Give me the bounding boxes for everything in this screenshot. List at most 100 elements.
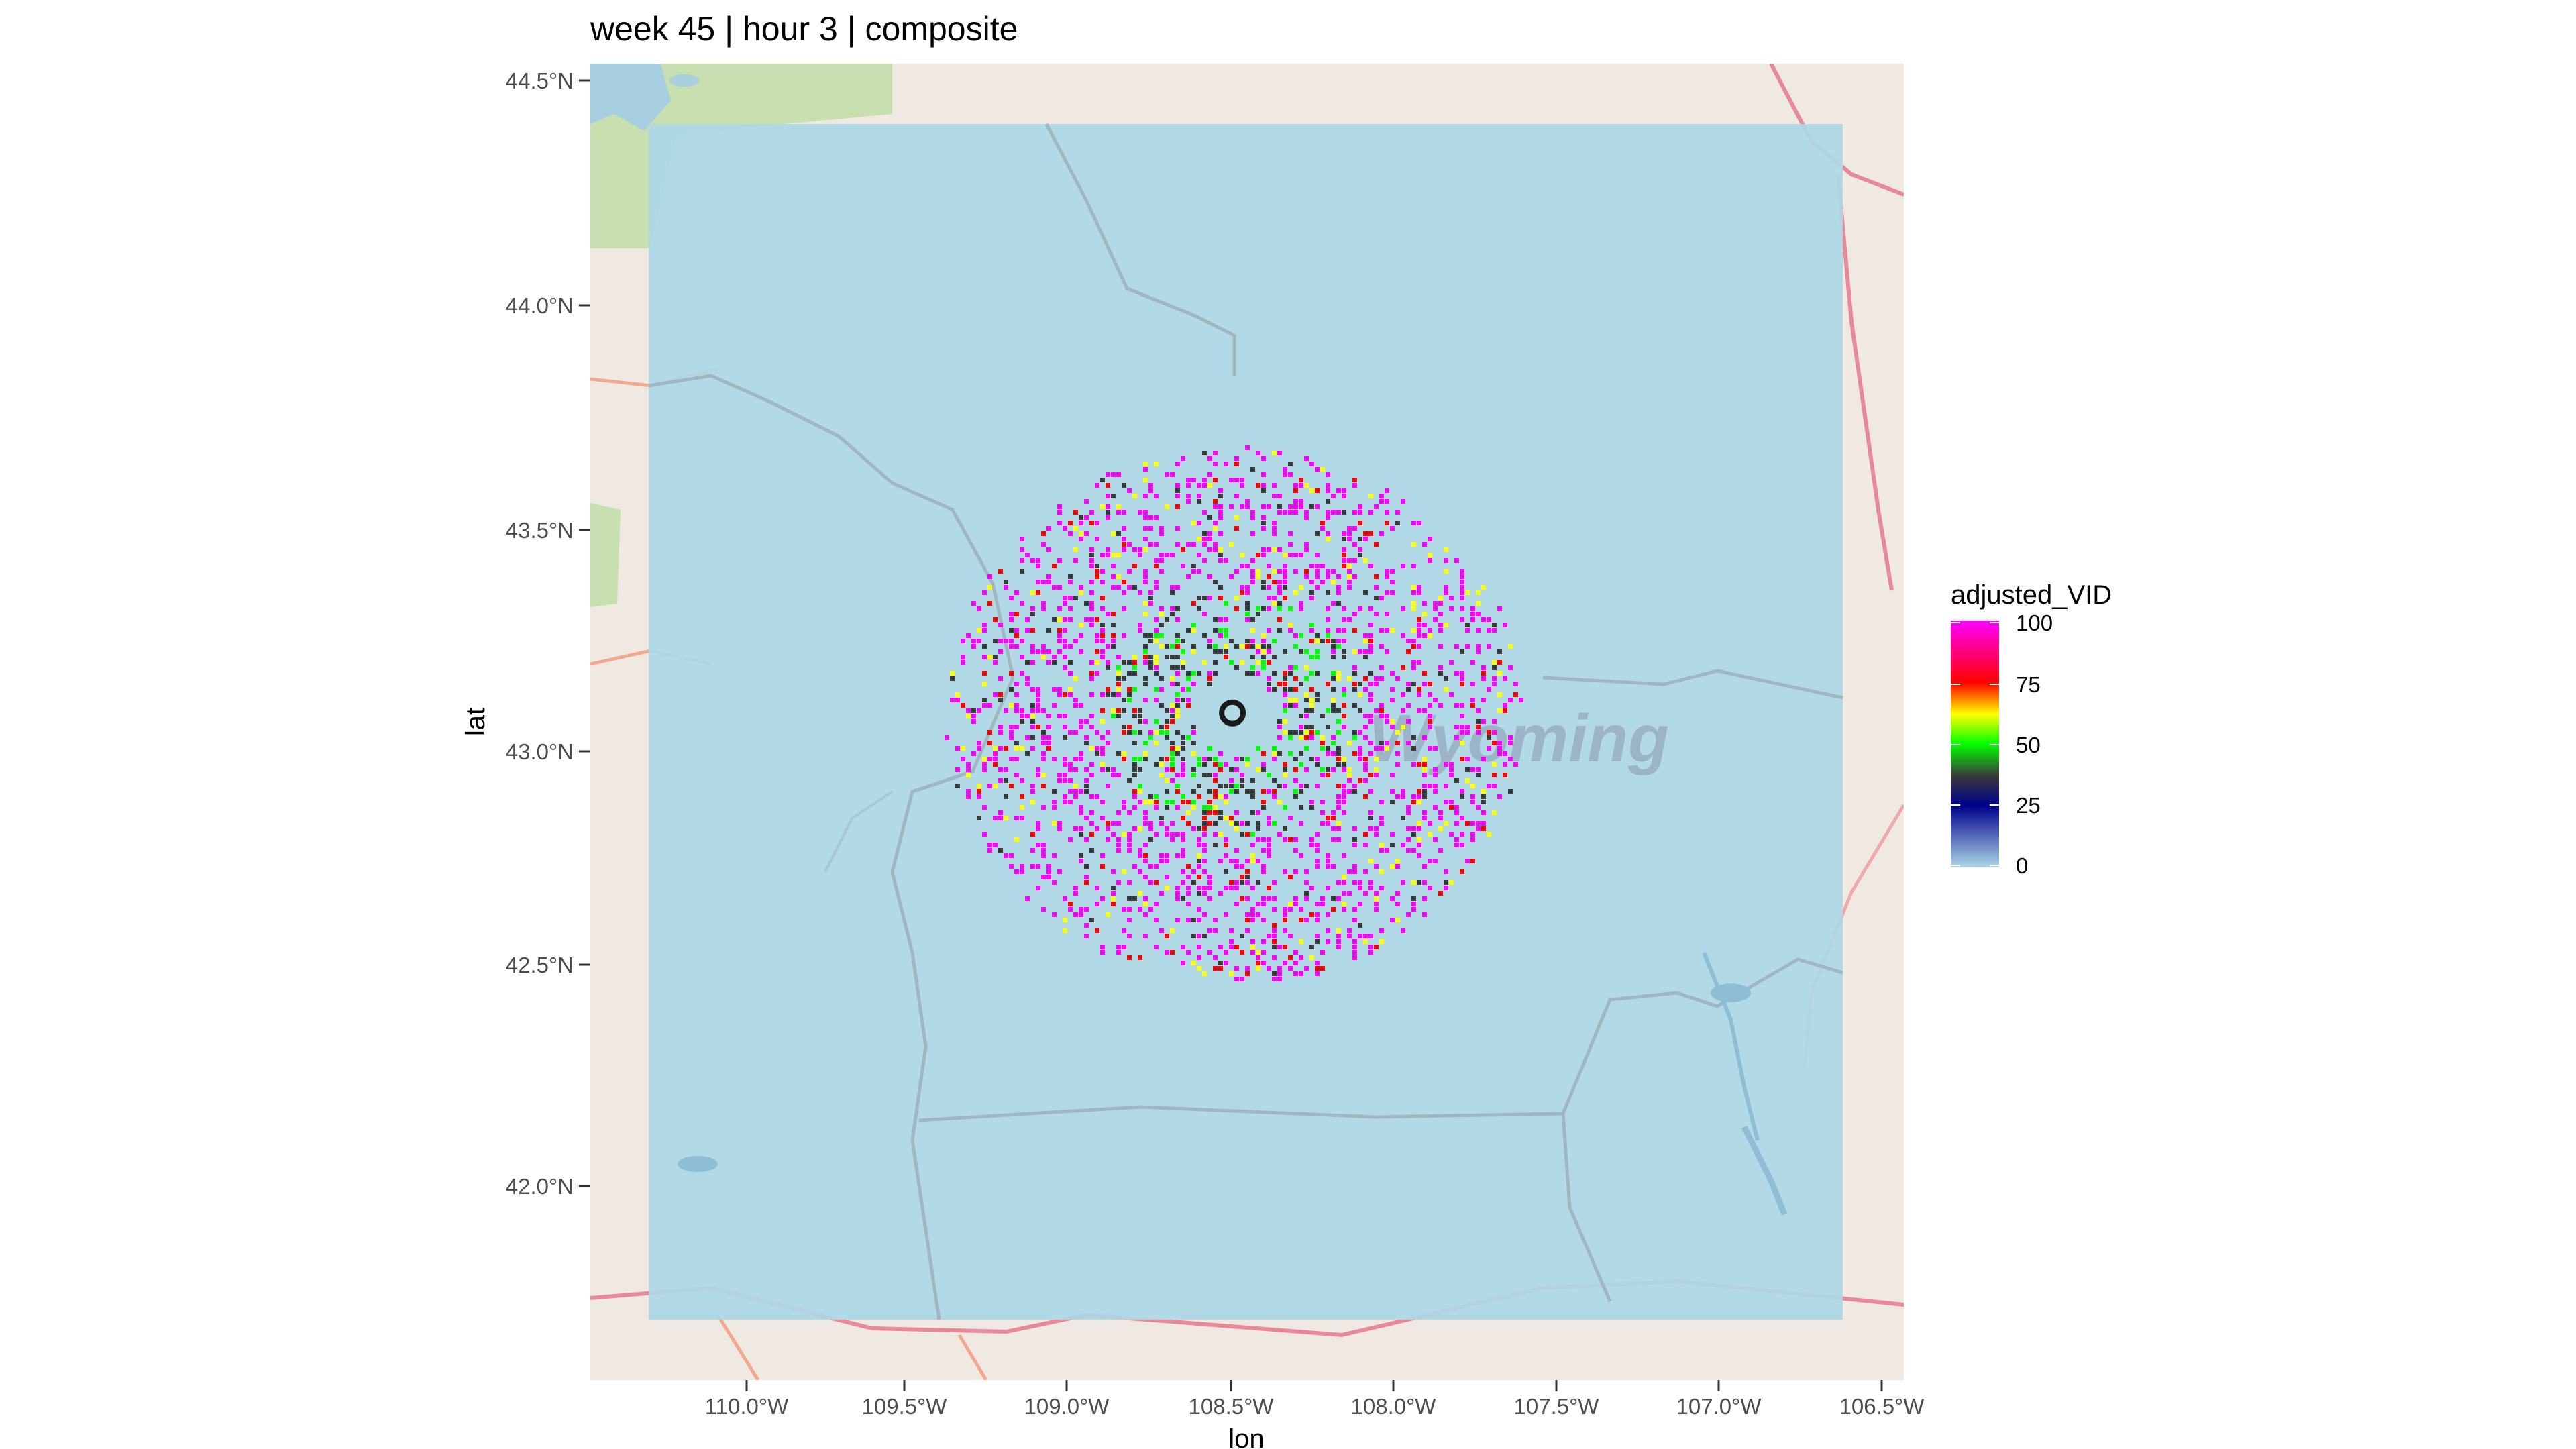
vid-pixel (1046, 628, 1051, 633)
vid-pixel (1191, 542, 1196, 547)
vid-pixel (1336, 585, 1341, 590)
vid-pixel (1218, 617, 1223, 622)
vid-pixel (1358, 649, 1362, 654)
vid-pixel (1234, 859, 1239, 863)
vid-pixel (1444, 569, 1448, 574)
vid-pixel (1181, 869, 1185, 874)
vid-pixel (1116, 510, 1121, 515)
vid-pixel (1449, 767, 1454, 772)
vid-pixel (1277, 945, 1282, 949)
vid-pixel (1197, 955, 1201, 960)
vid-pixel (1267, 843, 1271, 847)
vid-pixel (1320, 467, 1325, 472)
vid-pixel (1492, 730, 1497, 735)
vid-pixel (1165, 757, 1169, 761)
vid-pixel (1224, 961, 1228, 965)
vid-pixel (1503, 751, 1507, 756)
vid-pixel (1100, 478, 1105, 482)
vid-pixel (1089, 671, 1094, 676)
vid-pixel (1395, 751, 1400, 756)
vid-pixel (1283, 510, 1287, 515)
vid-pixel (1315, 961, 1320, 965)
vid-pixel (1293, 767, 1298, 772)
vid-pixel (1197, 596, 1201, 600)
vid-pixel (1336, 800, 1341, 804)
vid-pixel (1304, 869, 1309, 874)
vid-pixel (1138, 853, 1142, 858)
vid-pixel (1288, 955, 1293, 960)
vid-pixel (1315, 757, 1320, 761)
vid-pixel (1165, 617, 1169, 622)
vid-pixel (993, 617, 998, 622)
vid-pixel (1030, 687, 1035, 692)
vid-pixel (1283, 649, 1287, 654)
vid-pixel (1218, 488, 1223, 493)
vid-pixel (1127, 692, 1132, 697)
vid-pixel (1438, 628, 1443, 633)
vid-pixel (1229, 859, 1234, 863)
vid-pixel (1089, 580, 1094, 584)
vid-pixel (1224, 644, 1228, 649)
vid-pixel (1433, 859, 1438, 863)
vid-pixel (1041, 606, 1046, 611)
vid-pixel (1336, 934, 1341, 938)
vid-pixel (1234, 569, 1239, 574)
vid-pixel (982, 762, 987, 767)
vid-pixel (1245, 564, 1250, 568)
vid-pixel (1304, 692, 1309, 697)
vid-pixel (1460, 590, 1464, 595)
vid-pixel (1336, 510, 1341, 515)
vid-pixel (1417, 585, 1421, 590)
vid-pixel (1283, 574, 1287, 579)
vid-pixel (1122, 483, 1126, 488)
vid-pixel (1197, 864, 1201, 869)
vid-pixel (1368, 671, 1373, 676)
vid-pixel (1342, 757, 1346, 761)
vid-pixel (1009, 784, 1014, 788)
vid-pixel (1320, 521, 1325, 525)
vid-pixel (1095, 483, 1099, 488)
vid-pixel (1342, 488, 1346, 493)
vid-pixel (1326, 746, 1330, 751)
vid-pixel (1368, 644, 1373, 649)
vid-pixel (1428, 682, 1432, 686)
vid-pixel (1395, 521, 1400, 525)
vid-pixel (1213, 778, 1218, 783)
vid-pixel (1095, 569, 1099, 574)
vid-pixel (1020, 655, 1024, 659)
vid-pixel (1299, 606, 1303, 611)
road (957, 1334, 988, 1380)
vid-pixel (1181, 741, 1185, 745)
vid-pixel (1283, 730, 1287, 735)
vid-pixel (1481, 794, 1486, 799)
vid-pixel (1106, 767, 1110, 772)
vid-pixel (1122, 676, 1126, 681)
vid-pixel (1385, 569, 1389, 574)
vid-pixel (1165, 853, 1169, 858)
vid-pixel (1352, 574, 1357, 579)
vid-pixel (1148, 907, 1153, 912)
vid-pixel (1234, 462, 1239, 466)
vid-pixel (1342, 800, 1346, 804)
vid-pixel (955, 746, 960, 751)
vid-pixel (1470, 682, 1475, 686)
vid-pixel (1132, 896, 1137, 901)
radar-site-marker (1219, 699, 1246, 727)
vid-pixel (1309, 757, 1314, 761)
vid-pixel (1411, 826, 1416, 831)
vid-pixel (1175, 494, 1180, 498)
vid-pixel (1417, 826, 1421, 831)
vid-pixel (1208, 773, 1212, 777)
vid-pixel (1411, 564, 1416, 568)
vid-pixel (1390, 773, 1395, 777)
vid-pixel (1320, 767, 1325, 772)
vid-pixel (1487, 730, 1491, 735)
vid-pixel (1020, 639, 1024, 643)
vid-pixel (1170, 746, 1175, 751)
vid-pixel (1186, 574, 1191, 579)
vid-pixel (1186, 628, 1191, 633)
vid-pixel (1208, 928, 1212, 933)
vid-pixel (1417, 800, 1421, 804)
vid-pixel (1111, 494, 1116, 498)
vid-pixel (1309, 735, 1314, 740)
